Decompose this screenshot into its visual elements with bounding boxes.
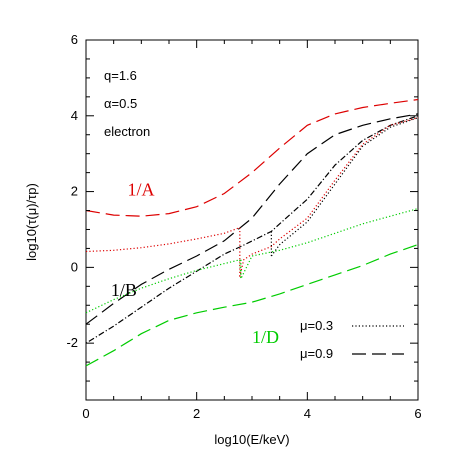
curve-label-1-d: 1/D [252,327,279,347]
curve-label-1-a: 1/A [128,179,155,199]
annotation-q: q=1.6 [104,68,137,83]
legend: μ=0.3 μ=0.9 [300,318,404,361]
series-layer [85,98,419,367]
annotation-alpha: α=0.5 [104,96,137,111]
y-tick-label: 2 [71,184,78,199]
curve-label-1-b: 1/B [111,280,137,300]
y-tick-label: 4 [71,108,78,123]
x-tick-label: 0 [82,406,89,421]
curve-labels: 1/A 1/B 1/D [111,179,279,347]
x-tick-label: 6 [414,406,421,421]
legend-label: μ=0.3 [300,318,333,333]
series-line-d-6 [85,208,419,314]
x-tick-label: 4 [304,406,311,421]
y-axis-label: log10(τ(μ)/τp) [24,183,39,261]
series-line-d-7 [85,244,419,367]
x-tick-label: 2 [193,406,200,421]
legend-label: μ=0.9 [300,346,333,361]
series-line-b-2 [85,115,419,344]
series-line-a-4 [85,227,241,253]
series-line-b-1 [85,113,419,325]
series-line-b-3 [270,117,419,257]
series-line-a-0 [85,98,419,217]
x-axis-label: log10(E/keV) [214,432,289,447]
y-tick-label: -2 [66,335,78,350]
y-tick-label: 0 [71,259,78,274]
annotation-particle: electron [104,124,150,139]
y-tick-label: 6 [71,32,78,47]
ticks-layer: 0 2 4 6 -2 0 2 4 6 [66,32,421,421]
